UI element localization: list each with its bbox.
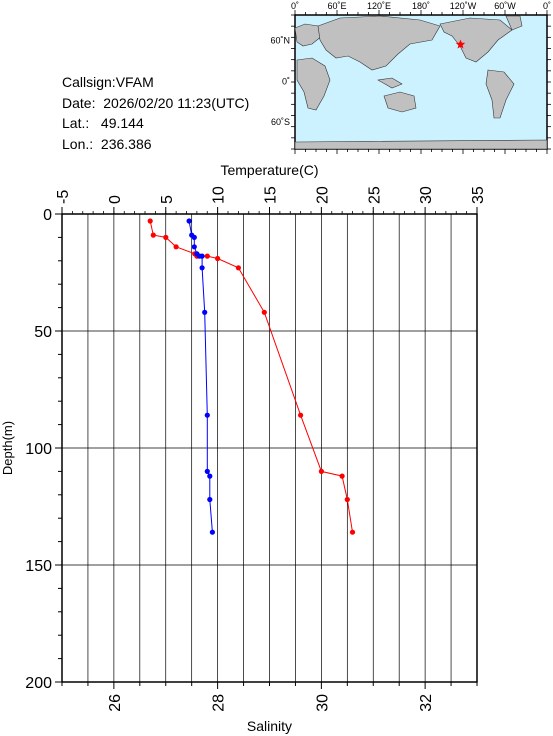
temperature-axis-label: Temperature(C) [220, 162, 318, 178]
depth-axis: 0 50 100 150 200 [25, 207, 62, 692]
temperature-point [150, 232, 156, 238]
temperature-point [349, 529, 356, 535]
salinity-axis-label: Salinity [247, 718, 292, 734]
map-lon-label: 0˚ [543, 1, 551, 11]
temperature-tick-label: 0 [107, 195, 124, 204]
latitude-label: Lat.: 49.144 [62, 115, 144, 131]
map-longitude-labels: 0˚ 60˚E 120˚E 180˚ 120˚W 60˚W 0˚ [291, 1, 551, 11]
longitude-label: Lon.: 236.386 [62, 135, 152, 152]
africa-landmass [296, 57, 331, 111]
temperature-tick-label: 30 [418, 186, 435, 204]
map-lon-label: 120˚E [367, 1, 391, 11]
temperature-point [147, 218, 153, 224]
salinity-point [204, 412, 210, 418]
map-lon-label: 180˚ [412, 1, 430, 11]
date-label: Date: 2026/02/20 11:23(UTC) [62, 94, 250, 111]
depth-tick-label: 200 [25, 675, 52, 692]
map-lat-label: 0˚ [282, 76, 290, 86]
temperature-point [261, 309, 267, 315]
temperature-tick-label: 10 [211, 186, 228, 204]
temperature-tick-label: 35 [470, 186, 487, 204]
australia-landmass [383, 91, 417, 113]
temperature-axis: -5 0 5 10 15 20 25 30 35 [55, 186, 487, 214]
asia-landmass [317, 15, 441, 71]
temperature-point [339, 473, 345, 479]
salinity-point [191, 244, 197, 250]
salinity-tick-label: 30 [314, 694, 331, 712]
temperature-point [163, 234, 169, 240]
temperature-tick-label: 5 [159, 195, 176, 204]
temperature-tick-label: 25 [366, 186, 383, 204]
salinity-tick-label: 26 [107, 694, 124, 712]
world-map: 0˚ 60˚E 120˚E 180˚ 120˚W 60˚W 0˚ 60˚N 0˚ 60˚S [270, 1, 551, 154]
map-lon-label: 60˚W [494, 1, 516, 11]
temperature-point [344, 496, 350, 503]
map-lon-label: 0˚ [291, 1, 299, 11]
map-lat-label: 60˚N [270, 35, 290, 45]
callsign-label: Callsign:VFAM [62, 74, 154, 90]
temperature-tick-label: -5 [55, 190, 72, 204]
north-america-landmass [439, 17, 513, 63]
salinity-point [202, 309, 208, 315]
salinity-point [207, 496, 213, 503]
greenland-landmass [505, 15, 523, 31]
map-latitude-labels: 60˚N 0˚ 60˚S [270, 35, 290, 127]
map-lat-label: 60˚S [271, 117, 290, 127]
maritime-asia-landmass [377, 77, 403, 89]
europe-landmass [294, 23, 323, 47]
temperature-point [318, 468, 324, 474]
depth-axis-label: Depth(m) [0, 421, 15, 475]
south-america-landmass [485, 69, 515, 119]
salinity-point [191, 234, 197, 240]
station-info: Callsign:VFAM Date: 2026/02/20 11:23(UTC… [62, 72, 249, 154]
depth-tick-label: 150 [25, 558, 52, 575]
salinity-tick-label: 28 [211, 694, 228, 712]
temperature-tick-label: 20 [314, 186, 331, 204]
temperature-point [298, 412, 304, 418]
salinity-point [199, 253, 205, 259]
profile-series [147, 218, 356, 535]
temperature-profile-line [149, 220, 353, 533]
temperature-tick-label: 15 [263, 186, 280, 204]
temperature-point [173, 244, 179, 250]
depth-tick-label: 50 [34, 324, 52, 341]
map-lon-label: 60˚E [327, 1, 346, 11]
temperature-point [215, 255, 221, 262]
horizontal-gridlines [62, 330, 477, 566]
temperature-point [235, 265, 241, 271]
salinity-point [199, 265, 205, 271]
depth-tick-label: 0 [43, 207, 52, 224]
map-frame-ticks [291, 10, 551, 154]
map-lon-label: 120˚W [450, 1, 477, 11]
salinity-tick-label: 32 [418, 694, 435, 712]
salinity-point [186, 218, 192, 224]
temperature-point [204, 253, 210, 259]
salinity-axis: 26 28 30 32 [61, 682, 478, 712]
salinity-point [209, 529, 215, 535]
salinity-point [204, 468, 210, 474]
depth-tick-label: 100 [25, 441, 52, 458]
salinity-point [207, 473, 213, 479]
station-star-icon [455, 39, 466, 49]
